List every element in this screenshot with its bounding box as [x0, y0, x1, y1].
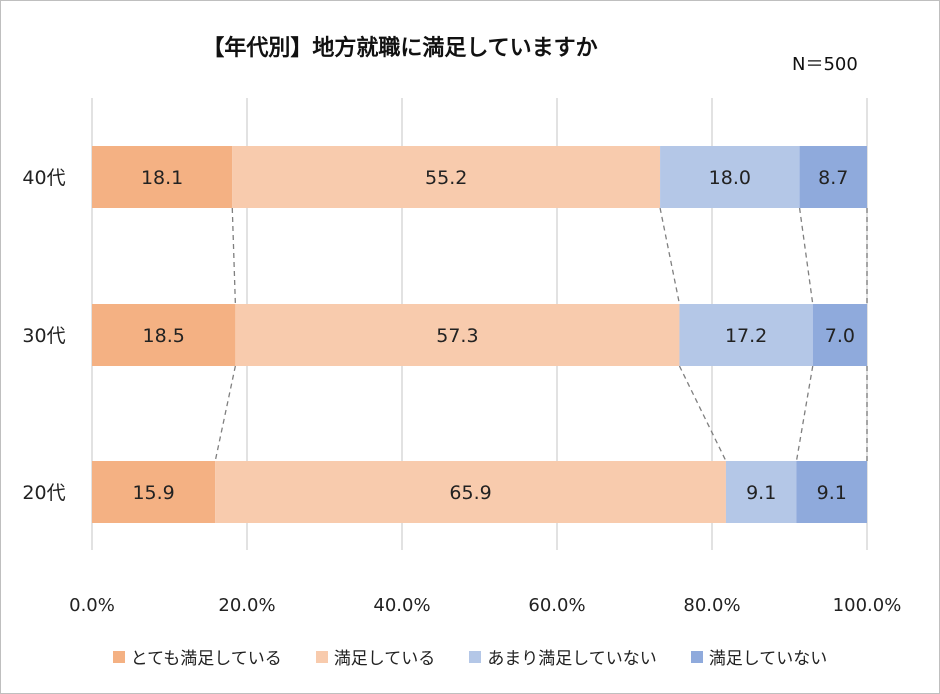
legend-label: 満足していない: [708, 649, 828, 669]
legend-item: とても満足している: [112, 644, 282, 669]
legend-swatch: [469, 650, 482, 663]
data-label: 9.1: [746, 482, 776, 504]
sample-size: N＝500: [792, 54, 858, 75]
data-label: 8.7: [818, 167, 848, 189]
legend-label: あまり満足していない: [487, 649, 657, 669]
data-labels: 18.1 55.2 18.0 8.7 18.5 57.3 17.2 7.0 15.9 65.9 9.…: [132, 167, 855, 504]
data-label: 55.2: [425, 167, 467, 189]
data-label: 15.9: [132, 482, 174, 504]
legend-label: 満足している: [333, 649, 436, 669]
data-label: 57.3: [436, 325, 478, 347]
bar-segment: [725, 461, 797, 523]
data-label: 7.0: [825, 325, 855, 347]
data-label: 18.1: [141, 167, 183, 189]
bar-segment: [796, 461, 867, 523]
data-label: 65.9: [449, 482, 491, 504]
bar-segment: [235, 304, 680, 366]
bar-segment: [660, 146, 800, 208]
legend-item: 満足していない: [690, 644, 828, 669]
legend-swatch: [112, 650, 125, 663]
bar-segment: [92, 304, 236, 366]
data-label: 17.2: [725, 325, 767, 347]
x-tick-labels: 0.0% 20.0% 40.0% 60.0% 80.0% 100.0%: [69, 595, 901, 616]
x-tick-label: 40.0%: [373, 595, 430, 616]
chart-title: 【年代別】地方就職に満足していますか: [202, 36, 598, 61]
legend-item: 満足している: [315, 644, 436, 669]
legend-swatch: [315, 650, 328, 663]
series-line: [795, 365, 814, 462]
x-tick-label: 0.0%: [69, 595, 115, 616]
bar-segment: [92, 461, 216, 523]
bar-segment: [215, 461, 726, 523]
legend-swatch: [690, 650, 703, 663]
data-label: 18.5: [143, 325, 185, 347]
data-label: 18.0: [709, 167, 751, 189]
x-tick-label: 100.0%: [833, 595, 902, 616]
x-tick-label: 60.0%: [528, 595, 585, 616]
legend-label: とても満足している: [130, 649, 282, 669]
series-line: [678, 365, 727, 462]
bars: [92, 146, 867, 523]
series-line: [659, 207, 681, 305]
bar-segment: [679, 304, 813, 366]
x-tick-label: 20.0%: [218, 595, 275, 616]
bar-segment: [92, 146, 233, 208]
category-label: 40代: [22, 167, 65, 189]
category-label: 20代: [22, 482, 65, 504]
bar-segment: [799, 146, 867, 208]
series-lines: [214, 207, 868, 462]
legend: とても満足している 満足している あまり満足していない 満足していない: [0, 644, 940, 669]
bar-segment: [232, 146, 661, 208]
category-labels: 40代 30代 20代: [22, 167, 65, 504]
series-line: [798, 207, 814, 305]
data-label: 9.1: [817, 482, 847, 504]
series-line: [231, 207, 237, 305]
series-line: [214, 365, 237, 462]
bar-segment: [812, 304, 867, 366]
legend-item: あまり満足していない: [469, 644, 657, 669]
category-label: 30代: [22, 325, 65, 347]
x-tick-label: 80.0%: [683, 595, 740, 616]
